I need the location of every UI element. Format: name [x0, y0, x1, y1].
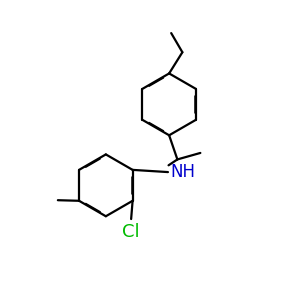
Text: NH: NH: [170, 163, 195, 181]
Text: Cl: Cl: [122, 223, 140, 241]
